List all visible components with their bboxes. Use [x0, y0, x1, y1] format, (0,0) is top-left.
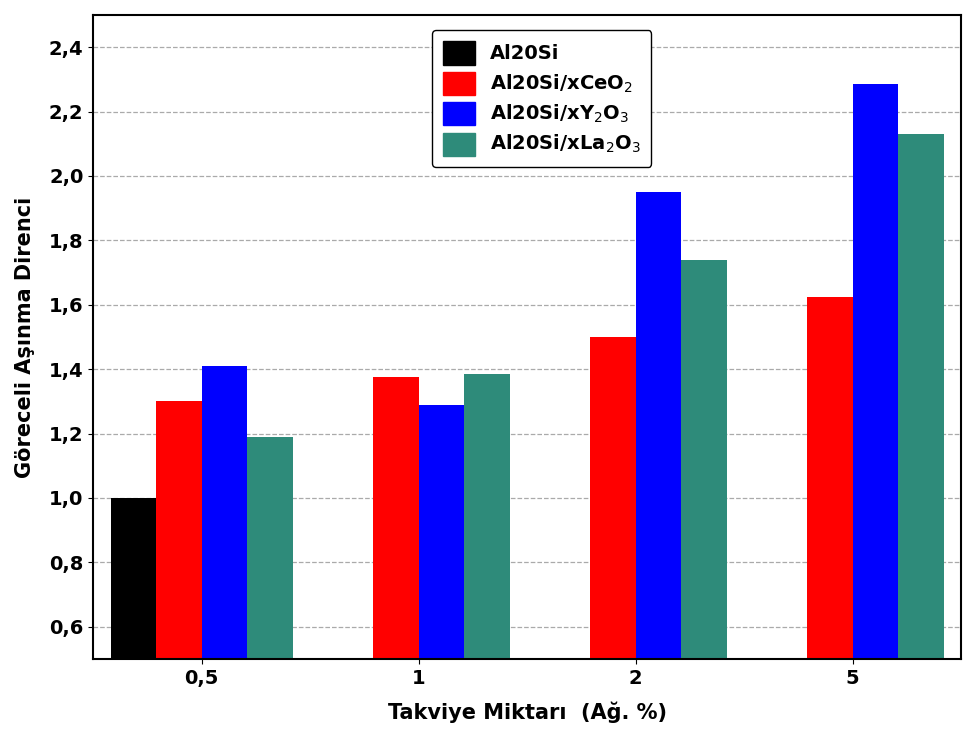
- Bar: [852, 84, 898, 659]
- Bar: [465, 374, 509, 659]
- Bar: [156, 401, 202, 659]
- Bar: [681, 260, 727, 659]
- Legend: Al20Si, Al20Si/xCeO$_2$, Al20Si/xY$_2$O$_3$, Al20Si/xLa$_2$O$_3$: Al20Si, Al20Si/xCeO$_2$, Al20Si/xY$_2$O$…: [432, 30, 651, 167]
- Bar: [202, 366, 247, 659]
- Bar: [807, 297, 852, 659]
- Bar: [110, 498, 156, 659]
- Bar: [247, 437, 293, 659]
- X-axis label: Takviye Miktarı  (Ağ. %): Takviye Miktarı (Ağ. %): [387, 702, 667, 723]
- Bar: [898, 134, 944, 659]
- Y-axis label: Göreceli Aşınma Direnci: Göreceli Aşınma Direnci: [15, 196, 35, 477]
- Bar: [419, 404, 465, 659]
- Bar: [590, 337, 635, 659]
- Bar: [373, 377, 419, 659]
- Bar: [635, 192, 681, 659]
